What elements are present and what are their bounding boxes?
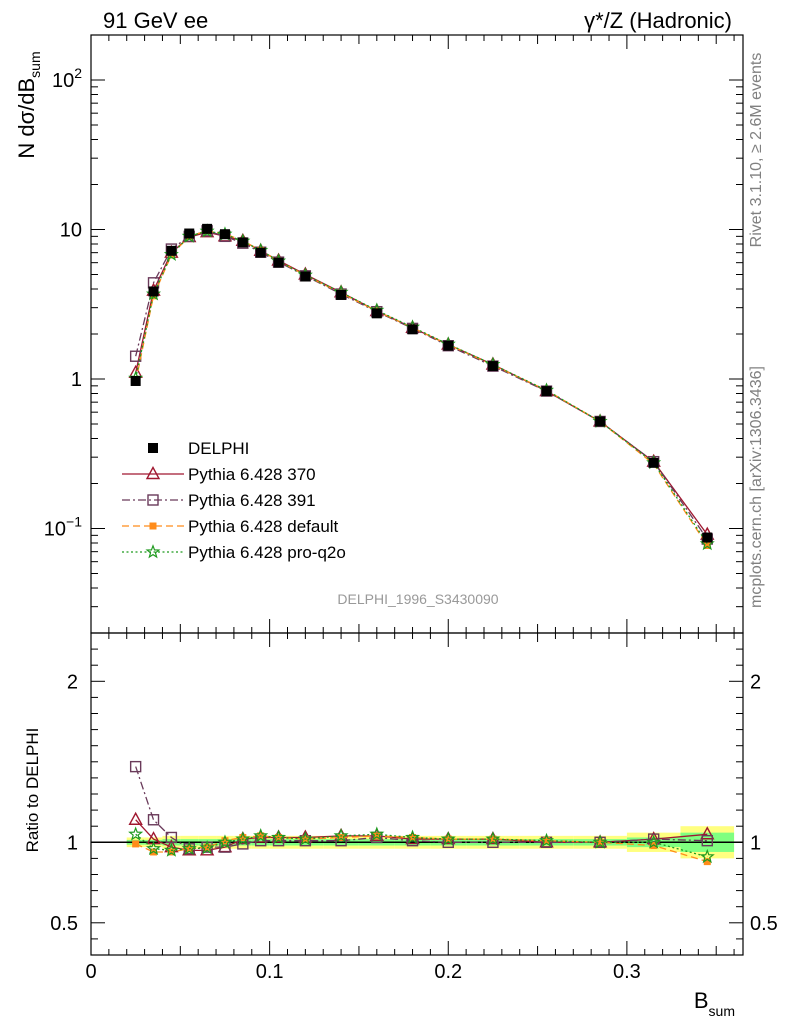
ratio-y-tick-label-left: 1 [67,832,78,854]
ratio-y-axis-title: Ratio to DELPHI [23,728,42,853]
point-pdefault [596,838,604,846]
x-tick-label: 0.3 [613,961,641,983]
point-pq2o [405,829,421,844]
point-data [702,532,713,543]
point-data [407,324,418,335]
point-data [255,247,266,258]
point-pq2o [297,831,313,846]
point-data [300,271,311,282]
point-data [130,375,141,386]
point-p391 [701,834,713,847]
x-tick-label: 0.1 [256,961,284,983]
ratio-y-tick-label-right: 1 [750,832,761,854]
point-pdefault [703,541,711,549]
point-data [648,457,659,468]
point-data [202,223,213,234]
legend-marker-pdefault [149,522,157,530]
point-pq2o [145,840,162,856]
point-p370 [128,811,143,825]
point-p391 [147,814,160,826]
point-data [148,286,159,297]
ratio-plot-content [91,760,743,866]
legend-label-p391: Pythia 6.428 391 [188,491,316,510]
header-right-label: γ*/Z (Hadronic) [584,8,732,33]
point-pq2o [271,829,287,844]
ratio-frame [90,632,744,956]
point-pq2o [181,840,197,856]
top-y-axis-title: N dσ/dBsum [14,51,43,158]
point-pq2o [163,842,179,857]
analysis-watermark: DELPHI_1996_S3430090 [337,591,498,607]
point-p370 [700,826,715,840]
point-data [219,229,230,240]
legend-marker-pq2o [145,544,161,559]
legend: DELPHI Pythia 6.428 370 Pythia 6.428 391 Py… [122,439,346,562]
point-pdefault [167,848,175,856]
point-pq2o [128,826,144,841]
point-p391 [129,760,142,773]
legend-label-pq2o: Pythia 6.428 pro-q2o [188,543,346,562]
point-pq2o [646,834,662,849]
point-pdefault [543,837,551,845]
point-data [487,361,498,372]
point-pq2o [235,831,251,846]
point-data [541,386,552,397]
point-pq2o [369,826,385,841]
point-data [273,257,284,268]
ratio-y-tick-label-right: 0.5 [750,913,778,935]
mcplots-label: mcplots.cern.ch [arXiv:1306.3436] [748,366,765,608]
point-pdefault [132,840,140,848]
x-axis-title: Bsum [694,988,735,1019]
legend-marker-data [148,443,158,453]
point-pq2o [199,840,215,855]
point-pdefault [489,835,497,843]
y-tick-label: 10−1 [44,514,82,541]
legend-label-p370: Pythia 6.428 370 [188,465,316,484]
x-tick-label: 0 [85,961,96,983]
series-line-p370 [135,231,708,535]
header-left-label: 91 GeV ee [103,8,208,33]
point-pdefault [239,833,247,841]
point-data [336,289,347,300]
point-pq2o [699,848,715,864]
point-pdefault [703,858,711,866]
series-line-pq2o [135,833,708,858]
point-data [166,245,177,256]
ratio-y-tick-label-left: 0.5 [50,913,78,935]
point-pq2o [217,834,233,849]
point-pq2o [592,834,608,849]
legend-label-pdefault: Pythia 6.428 default [188,517,339,536]
y-tick-label: 102 [52,65,82,92]
ratio-y-tick-label-right: 2 [750,671,761,693]
point-data [184,228,195,239]
point-pdefault [337,833,345,841]
legend-label-data: DELPHI [188,439,249,458]
ratio-y-tick-label-left: 2 [67,671,78,693]
axes-frames: 0 0.1 0.2 0.3 10−1 1 10 102 0.5 0.5 1 1 2 2 [44,34,778,983]
y-tick-label: 1 [71,369,82,391]
legend-marker-p391 [147,494,159,506]
point-pq2o [333,827,349,843]
point-pq2o [253,827,269,843]
rivet-version-label: Rivet 3.1.10, ≥ 2.6M events [748,53,765,248]
point-pdefault [221,837,229,845]
point-pdefault [203,843,211,851]
point-pq2o [440,831,456,846]
point-pdefault [373,832,381,840]
point-data [443,340,454,351]
point-pq2o [485,831,501,846]
point-pq2o [538,832,555,848]
y-tick-label: 10 [60,220,82,242]
point-data [371,308,382,319]
x-tick-label: 0.2 [434,961,462,983]
point-data [237,237,248,248]
point-data [595,416,606,427]
legend-marker-p370 [145,466,161,480]
top-plot-content [128,223,715,551]
